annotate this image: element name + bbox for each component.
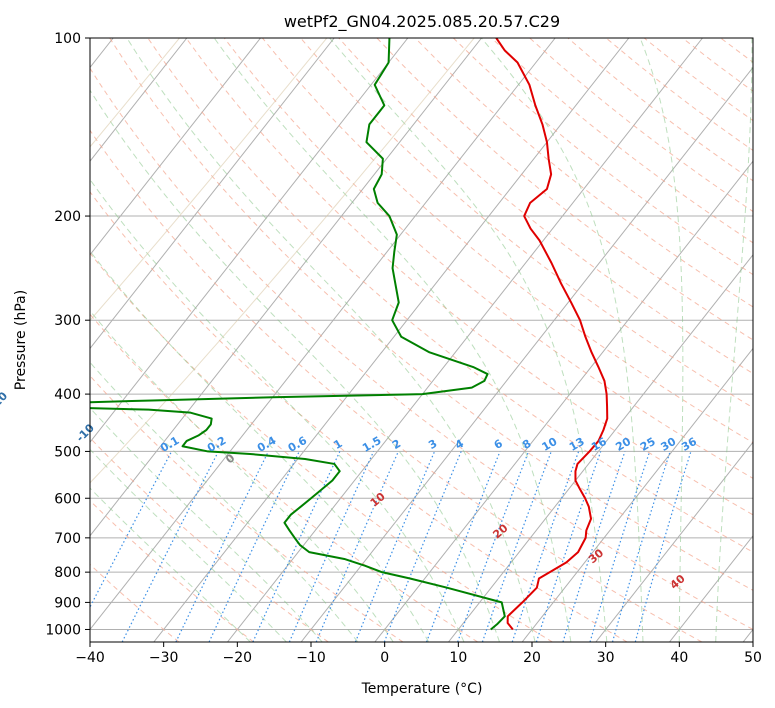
y-tick-label: 1000 [45,622,81,638]
x-tick-label: −10 [296,650,326,666]
reference-curve [90,38,475,484]
x-axis-title: Temperature (°C) [361,681,483,697]
series-layer [90,38,609,631]
isotherm-line [153,38,630,642]
dry-adiabat-line [338,38,753,375]
dry-adiabat-line [90,252,553,642]
dry-adiabat-line [90,499,254,642]
x-tick-label: 40 [670,650,688,666]
dry-adiabat-line [414,38,753,308]
dry-adiabat-line [90,191,628,642]
axis-ticks: −40 −30 −20 −10 0 10 20 30 40 50 100 200 300 400 500 60… [45,31,762,666]
isotherm-line [90,38,409,443]
isotherm-line [669,534,753,642]
x-tick-label: 10 [449,650,467,666]
chart-title: wetPf2_GN04.2025.085.20.57.C29 [284,12,560,32]
y-tick-label: 100 [54,31,81,47]
moist-adiabat-line [90,310,394,642]
mixing-ratio-line [562,451,626,642]
dry-adiabat-label: -20 [0,389,10,412]
isotherm-line [448,254,753,642]
x-tick-label: −30 [149,650,179,666]
isotherm-line [227,38,703,642]
mixing-ratio-line [315,451,399,642]
isotherm-line [300,66,753,642]
dry-adiabat-line [223,38,753,479]
moist-adiabat-line [481,38,644,642]
dry-adiabat-line [185,38,753,516]
moist-adiabat-line [715,38,753,642]
y-tick-label: 400 [54,387,81,403]
dry-adiabat-line [90,129,703,642]
temperature-profile-line [495,38,609,631]
x-tick-label: 30 [597,650,615,666]
moist-adiabat-line [329,38,608,642]
moist-adiabat-line [90,487,251,642]
isotherm-line [90,38,556,631]
dry-adiabat-line [109,38,753,591]
moist-adiabat-line [90,178,465,642]
mixing-ratio-line [611,451,671,642]
reference-curve [90,38,328,322]
dry-adiabat-line [90,437,329,642]
mixing-ratio-line [457,451,530,642]
y-tick-label: 500 [54,444,81,460]
moist-adiabat-line [639,38,684,642]
moist-adiabat-line [90,89,500,642]
dry-adiabat-line [262,38,753,444]
x-tick-label: −40 [75,650,105,666]
mixing-ratio-line [121,451,219,642]
isotherm-line [90,38,335,350]
y-tick-label: 700 [54,531,81,547]
mixing-ratio-line [354,451,436,642]
y-axis-title: Pressure (hPa) [13,290,29,390]
isotherm-line [521,347,753,642]
mixing-ratio-line [288,451,375,642]
moist-adiabat-line [90,448,287,642]
x-tick-label: −20 [223,650,253,666]
mixing-ratio-line [511,451,580,642]
mixing-ratio-line [634,451,692,642]
dry-adiabat-line [90,313,478,642]
x-tick-label: 0 [380,650,389,666]
dry-adiabat-line [90,375,404,642]
mixing-ratio-line [383,451,462,642]
x-tick-label: 20 [523,650,541,666]
moist-adiabat-line [90,361,359,642]
dewpoint-profile-line [90,38,506,631]
isotherm-line [595,441,753,642]
y-tick-label: 300 [54,313,81,329]
moist-adiabat-line [213,38,572,642]
isotherm-line [374,160,753,642]
isotherm-line [90,38,188,162]
y-tick-label: 200 [54,209,81,225]
y-tick-label: 800 [54,565,81,581]
isotherm-line [90,38,482,537]
mixing-ratio-line [425,451,501,642]
plot-frame [89,37,754,643]
y-tick-label: 600 [54,491,81,507]
x-tick-label: 50 [744,650,762,666]
dry-adiabat-line [147,38,753,553]
y-tick-label: 900 [54,595,81,611]
mixing-ratio-line [481,451,552,642]
dry-adiabat-line [90,563,180,642]
mixing-ratio-line [535,451,602,642]
isotherm-line [90,38,261,256]
moist-adiabat-line [90,250,430,642]
background-lines [90,38,753,642]
mixing-ratio-line [589,451,651,642]
